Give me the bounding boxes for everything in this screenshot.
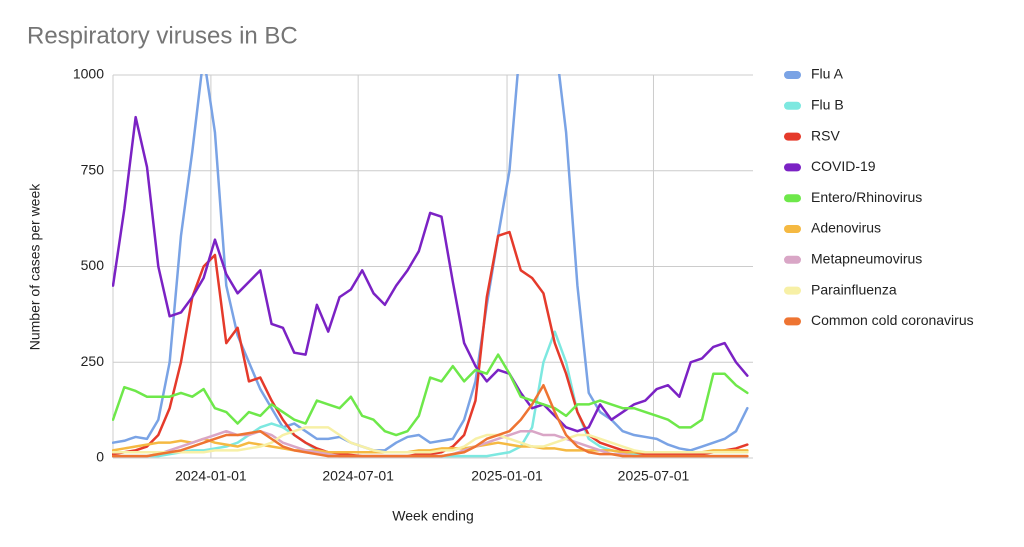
legend-label: Entero/Rhinovirus xyxy=(811,189,922,205)
y-tick-label: 750 xyxy=(81,161,105,177)
x-tick-label: 2025-07-01 xyxy=(618,468,690,484)
series-line xyxy=(112,115,749,433)
legend-label: Adenovirus xyxy=(811,220,881,236)
x-tick-label: 2025-01-01 xyxy=(471,468,543,484)
y-tick-label: 500 xyxy=(81,257,105,273)
x-tick-label: 2024-07-01 xyxy=(322,468,394,484)
grid: 0 250 500 750 1000 2024-01-01 2024-07-01 2025-0… xyxy=(73,66,753,484)
legend-label: Metapneumovirus xyxy=(811,251,922,267)
y-tick-label: 0 xyxy=(96,449,104,465)
y-axis-label: Number of cases per week xyxy=(27,183,43,351)
y-tick-label: 1000 xyxy=(73,66,104,82)
y-tick-label: 250 xyxy=(81,353,105,369)
chart-title: Respiratory viruses in BC xyxy=(27,22,298,49)
legend: Flu A Flu B RSV COVID-19 Entero/Rhinovirus Ad… xyxy=(784,66,974,328)
x-axis-label: Week ending xyxy=(392,508,473,524)
series-line xyxy=(112,230,749,458)
plot-area xyxy=(112,74,749,458)
legend-label: COVID-19 xyxy=(811,158,876,174)
legend-label: Flu A xyxy=(811,66,844,82)
legend-label: Parainfluenza xyxy=(811,281,897,297)
legend-label: Common cold coronavirus xyxy=(811,312,974,328)
series-line xyxy=(112,353,749,437)
series-line xyxy=(112,74,749,452)
series-line xyxy=(112,426,749,454)
x-tick-label: 2024-01-01 xyxy=(175,468,247,484)
series-line xyxy=(112,383,749,458)
legend-label: RSV xyxy=(811,127,840,143)
legend-label: Flu B xyxy=(811,97,844,113)
